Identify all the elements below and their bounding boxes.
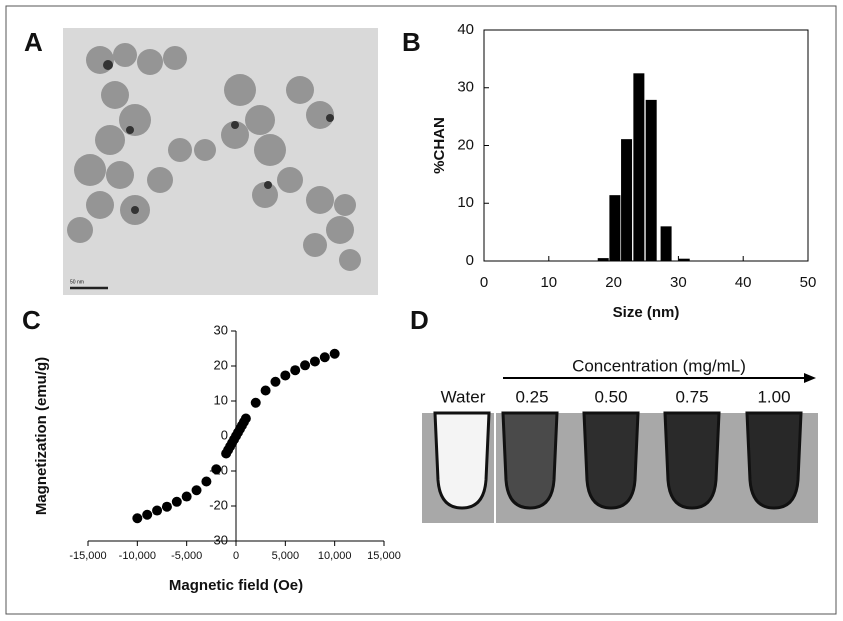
y-tick-label: -20 (209, 497, 228, 512)
x-tick-label: 50 (800, 274, 817, 291)
y-tick-label: 20 (214, 357, 228, 372)
y-tick-label: 40 (457, 21, 474, 38)
y-tick-label: 0 (466, 252, 474, 269)
y-tick-label: 20 (457, 136, 474, 153)
y-tick-label: 30 (214, 322, 228, 337)
y-tick-label: 10 (214, 392, 228, 407)
x-tick-label: 10 (540, 274, 557, 291)
frame (5, 5, 837, 615)
point (260, 385, 271, 396)
bar (609, 195, 621, 261)
bar (597, 258, 609, 261)
mri-image (422, 411, 818, 523)
point (211, 464, 222, 475)
x-tick-label: 20 (605, 274, 622, 291)
x-axis-title: Size (nm) (613, 304, 680, 321)
bar (633, 73, 645, 261)
point (240, 413, 251, 424)
sample-label: 1.00 (757, 387, 790, 406)
tem-image: 50 nm (63, 28, 378, 295)
bar (645, 99, 657, 261)
y-tick-label: 0 (221, 427, 228, 442)
y-tick-label: -30 (209, 532, 228, 547)
y-axis-title: %CHAN (431, 117, 448, 174)
point (300, 360, 311, 371)
mri-axis-title: Concentration (mg/mL) (572, 356, 746, 375)
point (161, 501, 172, 512)
x-tick-label: 0 (480, 274, 488, 291)
point (142, 509, 153, 520)
scale-bar-label: 50 nm (70, 279, 84, 285)
bar (678, 258, 690, 261)
x-tick-label: 5,000 (272, 550, 300, 562)
point (290, 365, 301, 376)
x-tick-label: 15,000 (367, 550, 401, 562)
arrow-head (804, 373, 816, 383)
point (152, 505, 163, 516)
x-tick-label: -5,000 (171, 550, 202, 562)
point (270, 376, 281, 387)
point (201, 476, 212, 487)
panel-label: B (402, 27, 421, 57)
point (181, 491, 192, 502)
sample-label: Water (441, 387, 486, 406)
bar (621, 139, 633, 261)
sample-label: 0.50 (594, 387, 627, 406)
x-tick-label: -10,000 (119, 550, 156, 562)
x-axis-title: Magnetic field (Oe) (169, 577, 303, 594)
x-tick-label: -15,000 (69, 550, 106, 562)
point (280, 370, 291, 381)
panel-label: C (22, 305, 41, 335)
point (309, 356, 320, 367)
x-tick-label: 10,000 (318, 550, 352, 562)
point (250, 397, 261, 408)
x-tick-label: 30 (670, 274, 687, 291)
point (319, 352, 330, 363)
y-tick-label: 30 (457, 79, 474, 96)
panel-label: D (410, 305, 429, 335)
point (171, 496, 182, 507)
point (191, 485, 202, 496)
x-tick-label: 0 (233, 550, 239, 562)
sample-label: 0.25 (515, 387, 548, 406)
bar (660, 226, 672, 261)
y-tick-label: 10 (457, 194, 474, 211)
point (329, 348, 340, 359)
sample-label: 0.75 (675, 387, 708, 406)
y-axis-title: Magnetization (emu/g) (33, 357, 50, 515)
x-tick-label: 40 (735, 274, 752, 291)
point (132, 513, 143, 524)
panel-label: A (24, 27, 43, 57)
